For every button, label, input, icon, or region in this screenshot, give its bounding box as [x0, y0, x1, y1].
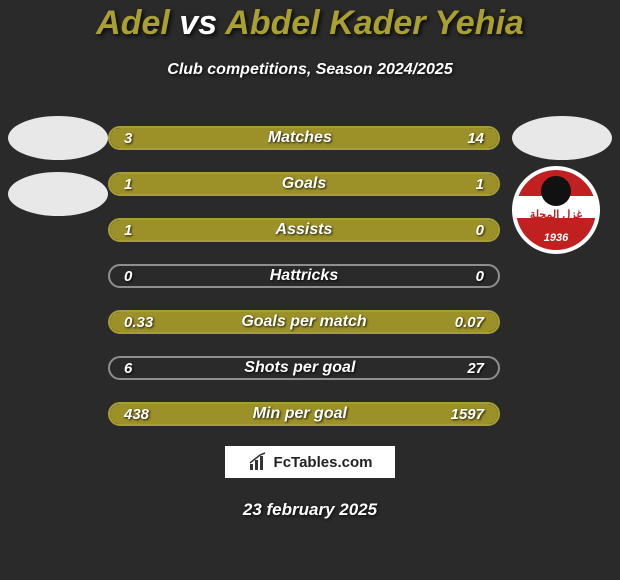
- stat-label: Assists: [132, 221, 475, 239]
- branding-badge: FcTables.com: [225, 446, 395, 478]
- chart-icon: [248, 452, 268, 472]
- stat-value-right: 0.07: [455, 314, 484, 331]
- club-badge-placeholder: [8, 172, 108, 216]
- stat-value-left: 1: [124, 222, 132, 239]
- stat-value-left: 1: [124, 176, 132, 193]
- club-badge-year: 1936: [516, 232, 596, 244]
- stat-bar-shots-per-goal: 6Shots per goal27: [108, 356, 500, 380]
- player-avatar-placeholder: [8, 116, 108, 160]
- stat-label: Min per goal: [149, 405, 451, 423]
- branding-text: FcTables.com: [274, 454, 373, 471]
- stat-bar-min-per-goal: 438Min per goal1597: [108, 402, 500, 426]
- player-avatar-placeholder: [512, 116, 612, 160]
- stat-label: Matches: [132, 129, 467, 147]
- stat-value-left: 438: [124, 406, 149, 423]
- title-player-left: Adel: [96, 4, 170, 42]
- stat-bar-matches: 3Matches14: [108, 126, 500, 150]
- club-badge-name: غزل المحلة: [516, 208, 596, 221]
- stat-bar-goals: 1Goals1: [108, 172, 500, 196]
- stat-bar-hattricks: 0Hattricks0: [108, 264, 500, 288]
- stat-label: Goals per match: [153, 313, 455, 331]
- left-avatar-column: [8, 116, 108, 228]
- club-badge: غزل المحلة 1936: [512, 166, 600, 254]
- stat-label: Goals: [132, 175, 475, 193]
- title-vs: vs: [179, 4, 217, 42]
- title-player-right: Abdel Kader Yehia: [225, 4, 524, 42]
- stat-value-left: 0.33: [124, 314, 153, 331]
- stats-bars: 3Matches141Goals11Assists00Hattricks00.3…: [108, 126, 500, 426]
- stat-label: Hattricks: [132, 267, 475, 285]
- page-title: Adel vs Abdel Kader Yehia: [0, 0, 620, 43]
- stat-value-left: 6: [124, 360, 132, 377]
- stat-value-right: 0: [476, 268, 484, 285]
- stat-bar-assists: 1Assists0: [108, 218, 500, 242]
- stat-bar-goals-per-match: 0.33Goals per match0.07: [108, 310, 500, 334]
- stat-value-right: 1597: [451, 406, 484, 423]
- stat-value-right: 1: [476, 176, 484, 193]
- stat-value-left: 3: [124, 130, 132, 147]
- stat-value-right: 14: [467, 130, 484, 147]
- subtitle: Club competitions, Season 2024/2025: [0, 61, 620, 79]
- stat-value-right: 27: [467, 360, 484, 377]
- stat-value-left: 0: [124, 268, 132, 285]
- date-label: 23 february 2025: [0, 500, 620, 520]
- stat-value-right: 0: [476, 222, 484, 239]
- stat-label: Shots per goal: [132, 359, 467, 377]
- right-avatar-column: غزل المحلة 1936: [512, 116, 612, 254]
